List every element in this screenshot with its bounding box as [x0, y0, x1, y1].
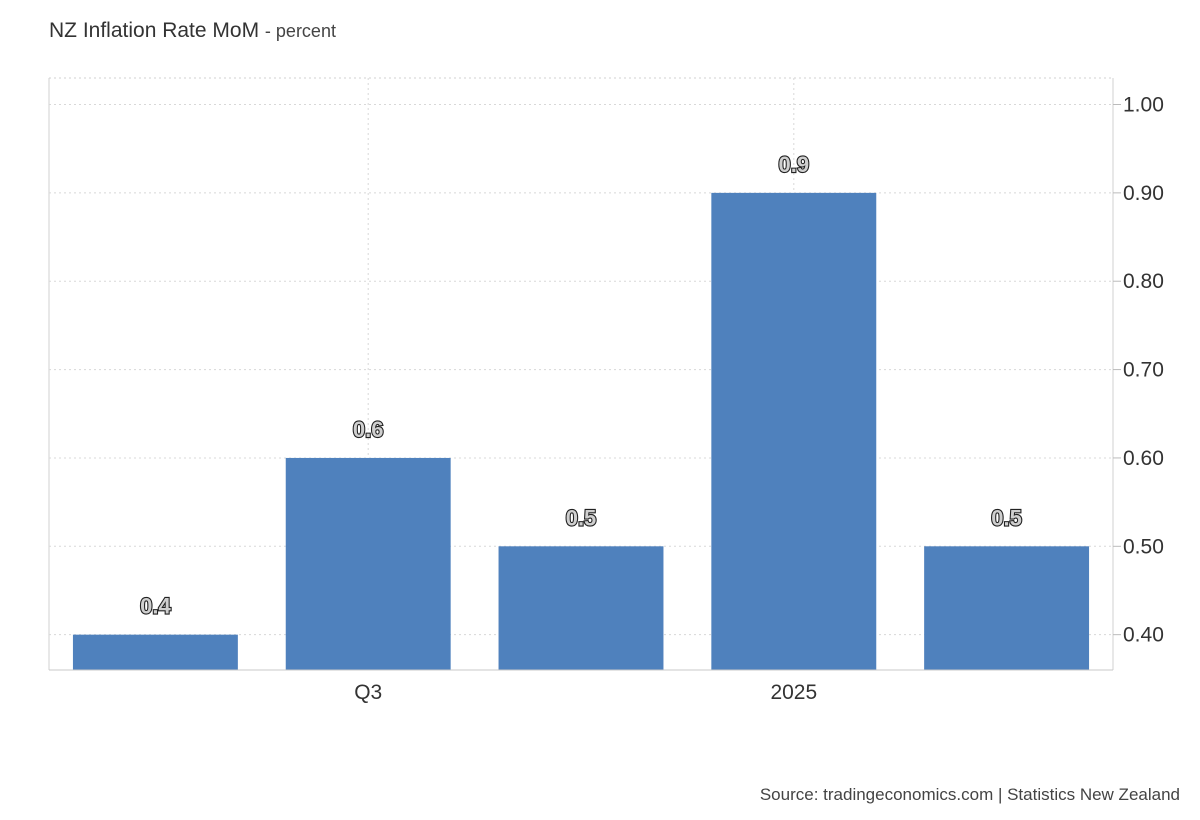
chart-title-text: NZ Inflation Rate MoM: [49, 19, 260, 42]
y-tick-label: 0.60: [1123, 447, 1164, 470]
bar: [498, 546, 664, 670]
y-tick-label: 0.70: [1123, 359, 1164, 382]
y-tick-label: 0.90: [1123, 182, 1164, 205]
source-credit: Source: tradingeconomics.com | Statistic…: [759, 785, 1180, 804]
data-label: 0.4: [140, 594, 171, 619]
bar: [711, 192, 877, 671]
x-tick-label: 2025: [770, 681, 817, 704]
y-tick-label: 1.00: [1123, 94, 1164, 117]
data-label: 0.5: [991, 505, 1022, 530]
x-tick-label: Q3: [354, 681, 382, 704]
bar: [72, 634, 238, 670]
y-tick-label: 0.40: [1123, 624, 1164, 647]
data-label: 0.5: [566, 505, 597, 530]
data-label: 0.6: [353, 417, 384, 442]
y-tick-label: 0.80: [1123, 270, 1164, 293]
chart-title: NZ Inflation Rate MoM - percent: [49, 19, 336, 43]
y-tick-label: 0.50: [1123, 535, 1164, 558]
chart-subtitle: - percent: [264, 21, 336, 41]
bar: [924, 546, 1090, 670]
data-label: 0.9: [779, 152, 810, 177]
bar: [285, 457, 451, 670]
bar-chart: 0.40 0.50 0.60 0.70 0.80 0.90 1.00 0.4 0.6 0.5 0.9…: [48, 77, 1164, 704]
